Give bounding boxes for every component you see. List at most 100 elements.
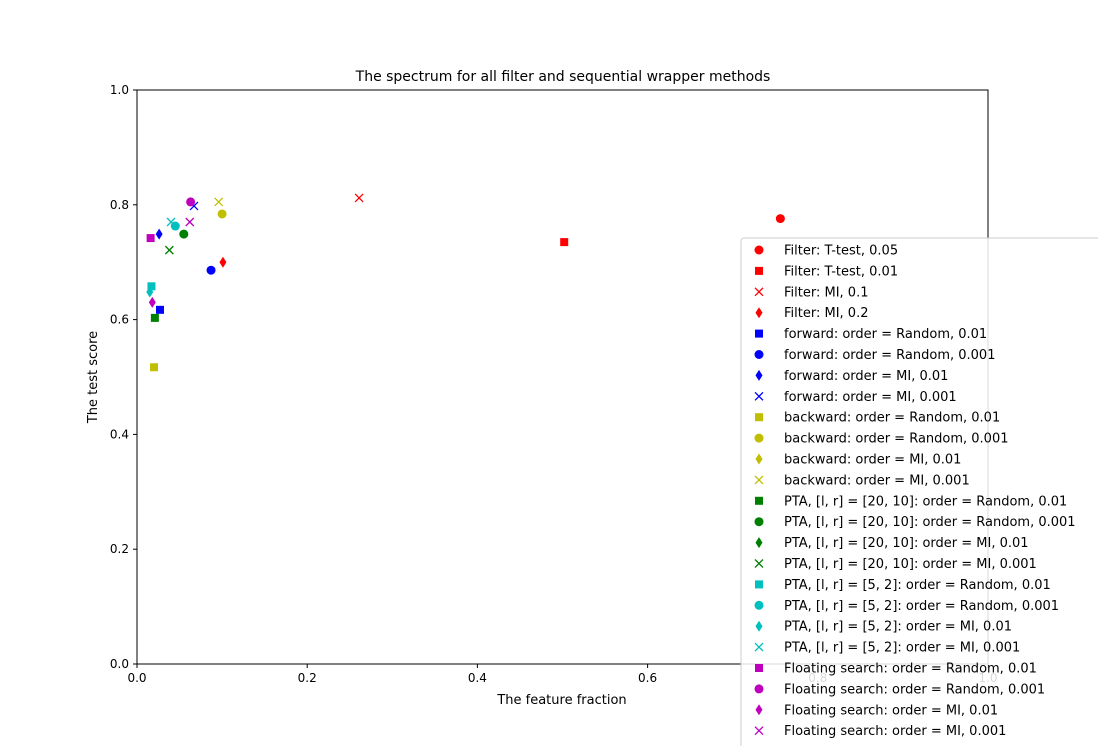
legend-marker [755,413,763,422]
legend-entry: backward: order = MI, 0.001 [754,473,970,488]
legend-label: PTA, [l, r] = [5, 2]: order = Random, 0.… [784,599,1059,614]
legend-label: forward: order = MI, 0.01 [784,369,948,384]
data-point [146,234,155,243]
legend-label: PTA, [l, r] = [20, 10]: order = Random, … [784,515,1076,530]
legend-marker [754,517,764,527]
legend-label: PTA, [l, r] = [20, 10]: order = Random, … [784,494,1067,509]
legend-entry: PTA, [l, r] = [20, 10]: order = MI, 0.01 [755,536,1029,551]
y-tick-label: 0.6 [110,313,129,327]
legend-marker [755,266,763,275]
legend-marker [755,307,763,319]
legend-entry: PTA, [l, r] = [20, 10]: order = Random, … [755,494,1067,509]
data-point [775,214,785,224]
y-tick-label: 1.0 [110,83,129,97]
legend-label: forward: order = MI, 0.001 [784,390,957,405]
data-point [185,217,195,227]
legend-entry: forward: order = MI, 0.001 [754,390,957,405]
data-point [186,197,196,207]
legend-marker [755,496,763,505]
legend-label: PTA, [l, r] = [5, 2]: order = Random, 0.… [784,578,1051,593]
legend-entry: forward: order = MI, 0.01 [755,369,948,384]
legend-entry: PTA, [l, r] = [5, 2]: order = MI, 0.01 [755,620,1012,635]
legend-label: Filter: MI, 0.1 [784,285,868,300]
legend-entry: forward: order = Random, 0.01 [755,327,987,342]
data-point [146,286,154,298]
legend-marker [755,664,763,672]
legend-label: Filter: MI, 0.2 [784,306,868,321]
y-tick-label: 0.4 [110,427,129,441]
legend-entry: Filter: T-test, 0.01 [755,264,898,279]
legend-entry: PTA, [l, r] = [5, 2]: order = MI, 0.001 [754,641,1020,656]
legend-label: backward: order = Random, 0.01 [784,411,1000,426]
x-tick-label: 0.6 [638,671,657,685]
legend-marker [754,559,764,568]
legend-entry: PTA, [l, r] = [5, 2]: order = Random, 0.… [754,599,1059,614]
chart-title: The spectrum for all filter and sequenti… [355,69,771,85]
legend-label: backward: order = Random, 0.001 [784,432,1009,447]
legend-marker [755,537,763,549]
data-point [147,282,156,291]
data-point [206,265,216,275]
data-point [164,245,174,255]
legend-marker [754,642,764,652]
legend-entry: Filter: MI, 0.2 [755,306,868,321]
legend-marker [755,704,763,716]
legend-marker [754,350,764,359]
y-tick-label: 0.2 [110,542,129,556]
legend: Filter: T-test, 0.05 Filter: T-test, 0.01… [740,237,1098,746]
legend-marker [755,369,763,381]
legend-label: PTA, [l, r] = [5, 2]: order = MI, 0.01 [784,620,1012,635]
legend-marker [755,620,763,632]
data-point [214,197,224,207]
data-point [155,228,163,240]
x-tick-label: 0.0 [127,671,146,685]
legend-entry: Filter: T-test, 0.05 [754,244,898,259]
legend-marker [754,391,764,401]
legend-box [740,237,1098,746]
y-tick-label: 0.8 [110,198,129,212]
data-point [155,305,164,314]
legend-marker [754,726,764,736]
data-point [148,296,156,308]
legend-label: forward: order = Random, 0.01 [784,327,987,342]
data-point [560,238,569,247]
x-tick-label: 0.4 [468,671,487,685]
legend-label: forward: order = Random, 0.001 [784,348,995,363]
x-axis-label: The feature fraction [496,693,626,708]
legend-label: backward: order = MI, 0.001 [784,473,970,488]
legend-label: Floating search: order = MI, 0.001 [784,724,1006,739]
legend-label: Filter: T-test, 0.01 [784,264,898,279]
legend-entry: Floating search: order = Random, 0.01 [755,662,1037,677]
data-point [219,256,227,268]
legend-marker [754,475,764,485]
legend-label: Floating search: order = Random, 0.01 [784,662,1037,677]
legend-label: Floating search: order = Random, 0.001 [784,682,1045,697]
legend-entry: Floating search: order = Random, 0.001 [754,682,1045,697]
legend-entry: backward: order = Random, 0.01 [755,411,1000,426]
legend-label: PTA, [l, r] = [20, 10]: order = MI, 0.01 [784,536,1029,551]
data-point [150,313,159,322]
legend-entry: Floating search: order = MI, 0.001 [754,724,1006,739]
legend-marker [754,433,764,443]
legend-entry: Filter: MI, 0.1 [754,285,868,300]
legend-label: Floating search: order = MI, 0.01 [784,703,998,718]
legend-label: PTA, [l, r] = [20, 10]: order = MI, 0.00… [784,557,1037,572]
legend-label: backward: order = MI, 0.01 [784,453,961,468]
legend-marker [754,600,764,610]
legend-entry: PTA, [l, r] = [20, 10]: order = Random, … [754,515,1076,530]
data-point [150,363,159,372]
legend-label: PTA, [l, r] = [5, 2]: order = MI, 0.001 [784,641,1020,656]
legend-marker [755,453,763,465]
legend-marker [754,684,764,694]
data-point [354,193,364,203]
y-axis-label: The test score [86,331,101,424]
legend-entry: backward: order = Random, 0.001 [754,432,1009,447]
legend-entry: forward: order = Random, 0.001 [754,348,995,363]
legend-marker [755,580,763,589]
data-point [217,209,227,219]
legend-marker [755,329,763,338]
legend-entry: PTA, [l, r] = [20, 10]: order = MI, 0.00… [754,557,1037,572]
legend-label: Filter: T-test, 0.05 [784,244,898,259]
legend-marker [754,287,764,297]
